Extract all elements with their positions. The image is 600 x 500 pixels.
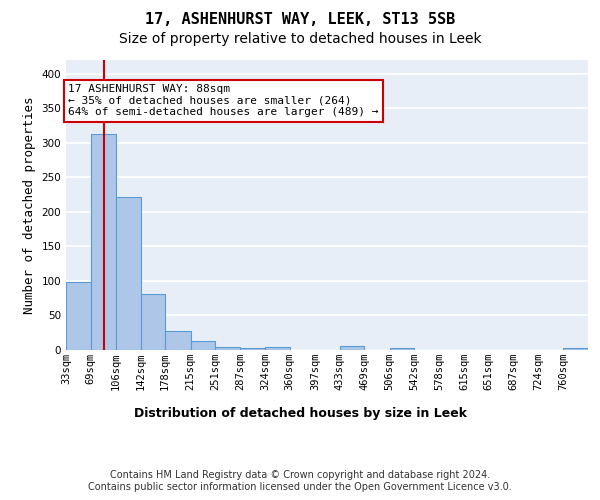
Text: 17, ASHENHURST WAY, LEEK, ST13 5SB: 17, ASHENHURST WAY, LEEK, ST13 5SB xyxy=(145,12,455,28)
Bar xyxy=(165,332,191,350)
Bar xyxy=(265,347,290,350)
Bar xyxy=(91,134,116,350)
Bar xyxy=(66,282,91,350)
Text: Contains HM Land Registry data © Crown copyright and database right 2024.
Contai: Contains HM Land Registry data © Crown c… xyxy=(88,470,512,492)
Bar xyxy=(340,346,364,350)
Bar xyxy=(191,341,215,350)
Text: 17 ASHENHURST WAY: 88sqm
← 35% of detached houses are smaller (264)
64% of semi-: 17 ASHENHURST WAY: 88sqm ← 35% of detach… xyxy=(68,84,379,117)
Bar xyxy=(215,346,240,350)
Bar xyxy=(140,294,165,350)
Bar xyxy=(563,348,588,350)
Bar xyxy=(240,348,265,350)
Bar xyxy=(389,348,414,350)
Y-axis label: Number of detached properties: Number of detached properties xyxy=(23,96,36,314)
Text: Distribution of detached houses by size in Leek: Distribution of detached houses by size … xyxy=(133,408,467,420)
Text: Size of property relative to detached houses in Leek: Size of property relative to detached ho… xyxy=(119,32,481,46)
Bar xyxy=(116,196,140,350)
